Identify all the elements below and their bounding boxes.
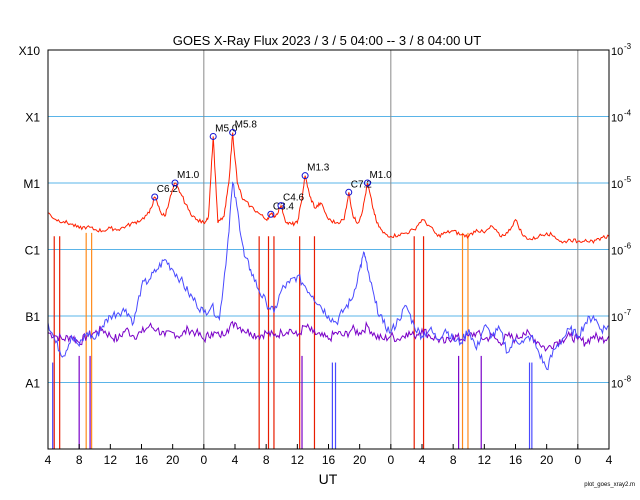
right-y-tick-base: 10 xyxy=(611,246,623,258)
right-y-tick-base: 10 xyxy=(611,379,623,391)
right-y-tick-exponent: -5 xyxy=(624,175,632,184)
x-tick-label: 12 xyxy=(104,453,118,467)
right-y-tick-base: 10 xyxy=(611,179,623,191)
series-line-1 xyxy=(47,132,610,245)
x-tick-label: 16 xyxy=(509,453,523,467)
grid xyxy=(48,50,609,449)
flare-label: C7.2 xyxy=(351,179,373,190)
x-tick-label: 20 xyxy=(353,453,367,467)
series-group xyxy=(47,132,610,449)
left-y-axis: X10 X1 M1 C1 B1 A1 xyxy=(19,44,41,391)
right-y-tick-exponent: -4 xyxy=(624,109,632,118)
x-tick-label: 0 xyxy=(200,453,207,467)
flare-markers: C6.2M1.0M5.0M5.8C3.4C4.6M1.3C7.2M1.0 xyxy=(151,119,392,218)
right-y-tick-base: 10 xyxy=(611,312,623,324)
left-y-tick-label: A1 xyxy=(25,377,40,391)
flare-marker xyxy=(301,172,309,180)
flare-label: M5.0 xyxy=(215,123,238,134)
flare-marker xyxy=(345,188,353,196)
x-tick-label: 8 xyxy=(76,453,83,467)
right-y-tick-exponent: -3 xyxy=(624,42,632,51)
series-line-2 xyxy=(47,181,610,371)
flare-marker xyxy=(229,128,237,136)
flare-label: M5.8 xyxy=(235,119,258,130)
flare-label: C4.6 xyxy=(283,193,305,204)
left-y-tick-label: M1 xyxy=(23,177,40,191)
x-tick-label: 12 xyxy=(478,453,492,467)
x-tick-label: 20 xyxy=(540,453,554,467)
x-tick-label: 4 xyxy=(232,453,239,467)
x-axis-label: UT xyxy=(319,471,338,487)
x-tick-label: 4 xyxy=(606,453,613,467)
footer-label: plot_goes_xray2.m xyxy=(584,482,635,488)
right-y-tick-base: 10 xyxy=(611,113,623,125)
chart-title: GOES X-Ray Flux 2023 / 3 / 5 04:00 -- 3 … xyxy=(173,33,482,48)
left-y-tick-label: X1 xyxy=(25,111,40,125)
x-tick-label: 8 xyxy=(450,453,457,467)
x-tick-label: 12 xyxy=(291,453,305,467)
left-y-tick-label: C1 xyxy=(25,244,41,258)
right-y-tick-exponent: -6 xyxy=(624,242,632,251)
x-tick-label: 20 xyxy=(166,453,180,467)
x-tick-label: 8 xyxy=(263,453,270,467)
x-tick-label: 16 xyxy=(135,453,149,467)
right-y-tick-base: 10 xyxy=(611,46,623,58)
flare-marker xyxy=(151,193,159,201)
right-y-tick-exponent: -7 xyxy=(624,308,632,317)
flare-marker xyxy=(171,179,179,187)
flare-label: C6.2 xyxy=(157,184,179,195)
x-tick-label: 4 xyxy=(419,453,426,467)
flare-marker xyxy=(267,210,275,218)
x-axis: 4 8 12 16 20 0 4 8 12 16 20 0 4 8 12 16 20 0 4 xyxy=(45,444,613,467)
x-tick-label: 0 xyxy=(574,453,581,467)
left-y-tick-label: B1 xyxy=(25,310,40,324)
flare-marker xyxy=(209,132,217,140)
flare-label: M1.3 xyxy=(307,163,330,174)
flare-label: M1.0 xyxy=(369,170,392,181)
right-y-axis: 10-310-410-510-610-710-8 xyxy=(611,42,632,391)
flare-marker xyxy=(277,202,285,210)
left-y-tick-label: X10 xyxy=(19,44,41,58)
x-tick-label: 0 xyxy=(387,453,394,467)
flare-label: M1.0 xyxy=(177,170,200,181)
right-y-tick-exponent: -8 xyxy=(624,375,632,384)
x-tick-label: 16 xyxy=(322,453,336,467)
flare-marker xyxy=(363,179,371,187)
x-tick-label: 4 xyxy=(45,453,52,467)
